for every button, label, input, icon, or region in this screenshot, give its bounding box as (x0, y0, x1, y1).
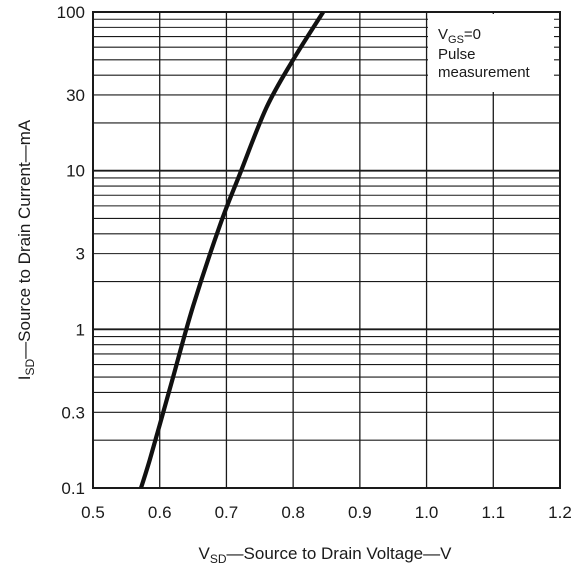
legend-box: VGS=0 Pulse measurement (428, 14, 554, 92)
legend-pulse: Pulse (438, 46, 476, 63)
plot-frame (92, 11, 561, 489)
x-tick-label: 0.8 (281, 503, 305, 522)
x-tick-label: 1.0 (415, 503, 439, 522)
x-tick-label: 0.6 (148, 503, 172, 522)
legend-measurement: measurement (438, 64, 531, 81)
y-tick-label: 1 (76, 320, 85, 339)
legend-vgs: VGS=0 (438, 26, 481, 46)
curve-layer (138, 10, 325, 489)
x-tick-label: 0.7 (215, 503, 239, 522)
x-tick-label: 1.1 (481, 503, 505, 522)
y-tick-label: 100 (57, 3, 85, 22)
y-axis-label: ISD—Source to Drain Current—mA (15, 119, 37, 380)
y-tick-labels: 0.1 0.3 1 3 10 30 100 (57, 3, 85, 498)
x-tick-label: 0.5 (81, 503, 105, 522)
y-tick-label: 0.3 (61, 403, 85, 422)
x-tick-labels: 0.5 0.6 0.7 0.8 0.9 1.0 1.1 1.2 (81, 503, 572, 522)
x-axis-label: VSD—Source to Drain Voltage—V (199, 544, 453, 566)
y-tick-label: 30 (66, 86, 85, 105)
y-tick-label: 0.1 (61, 479, 85, 498)
y-tick-label: 3 (76, 245, 85, 264)
x-tick-label: 1.2 (548, 503, 572, 522)
series-line-isd-vsd (138, 10, 325, 489)
x-tick-label: 0.9 (348, 503, 372, 522)
y-tick-label: 10 (66, 162, 85, 181)
